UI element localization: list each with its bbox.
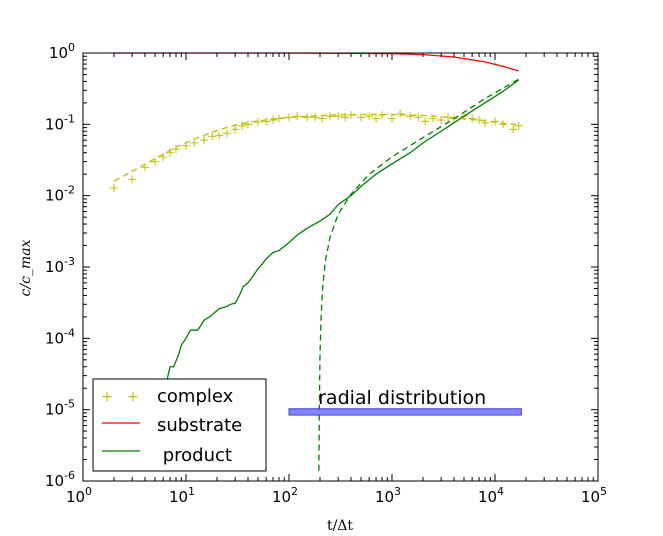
series-line-product-solid bbox=[153, 79, 520, 471]
data-point-complex bbox=[190, 138, 199, 147]
series-line-complex-dashed bbox=[113, 113, 519, 182]
x-axis-label-text: t/Δt bbox=[327, 518, 353, 534]
x-axis-label: t/Δt bbox=[327, 518, 353, 534]
radial-distribution-band bbox=[288, 408, 522, 416]
data-point-complex bbox=[514, 121, 523, 130]
y-tick-label: 10-2 bbox=[45, 184, 75, 205]
data-point-complex bbox=[208, 132, 217, 141]
legend-label-substrate: substrate bbox=[157, 415, 242, 436]
data-point-complex bbox=[414, 113, 423, 122]
series-complex-markers bbox=[110, 109, 523, 193]
legend-label-complex: complex bbox=[157, 386, 234, 407]
y-axis-label: c/c_max bbox=[18, 239, 34, 296]
legend-entry-complex: + + complex bbox=[101, 386, 233, 407]
data-point-complex bbox=[269, 116, 278, 125]
series-complex-dashed bbox=[113, 113, 519, 182]
legend-box bbox=[92, 378, 267, 472]
data-point-complex bbox=[231, 125, 240, 134]
data-point-complex bbox=[481, 118, 490, 127]
data-point-complex bbox=[215, 131, 224, 140]
y-tick-label: 10-5 bbox=[45, 398, 75, 419]
data-point-complex bbox=[396, 109, 405, 118]
x-tick-label: 103 bbox=[375, 485, 401, 506]
legend-marker-complex-2: + bbox=[127, 389, 139, 405]
x-tick-label: 101 bbox=[169, 485, 195, 506]
y-axis-label-text: c/c_max bbox=[18, 239, 34, 296]
data-point-complex bbox=[365, 112, 374, 121]
data-point-complex bbox=[311, 113, 320, 122]
legend-label-product: product bbox=[157, 445, 232, 466]
legend-marker-complex-1: + bbox=[101, 389, 113, 405]
data-point-complex bbox=[388, 114, 396, 123]
data-point-complex bbox=[468, 114, 477, 123]
x-tick-label: 105 bbox=[581, 485, 607, 506]
data-point-complex bbox=[325, 112, 334, 121]
y-tick-label: 100 bbox=[49, 41, 75, 62]
data-point-complex bbox=[372, 114, 381, 123]
x-tick-label: 104 bbox=[478, 485, 504, 506]
x-tick-label: 102 bbox=[272, 485, 298, 506]
legend-entry-substrate: substrate bbox=[102, 415, 242, 436]
data-point-complex bbox=[421, 117, 430, 126]
series-product-solid bbox=[153, 79, 520, 471]
data-point-complex bbox=[509, 125, 518, 134]
data-point-complex bbox=[110, 184, 119, 193]
data-point-complex bbox=[222, 129, 231, 138]
data-point-complex bbox=[200, 136, 209, 145]
data-point-complex bbox=[150, 157, 159, 166]
data-point-complex bbox=[293, 112, 302, 121]
legend: + + complex substrate product bbox=[92, 378, 267, 472]
y-tick-label: 10-4 bbox=[45, 326, 75, 347]
x-tick-label: 100 bbox=[66, 485, 92, 506]
data-point-complex bbox=[303, 113, 312, 122]
data-point-complex bbox=[159, 152, 168, 161]
y-tick-label: 10-1 bbox=[45, 112, 75, 133]
annotation-radial-distribution: radial distribution bbox=[318, 387, 486, 409]
y-tick-label: 10-3 bbox=[45, 255, 75, 276]
data-point-complex bbox=[128, 175, 137, 184]
legend-entry-product: product bbox=[102, 445, 232, 466]
y-tick-label: 10-6 bbox=[45, 469, 75, 490]
data-point-complex bbox=[334, 112, 343, 121]
data-point-complex bbox=[262, 117, 271, 126]
ticks-layer bbox=[82, 52, 599, 482]
data-point-complex bbox=[244, 120, 253, 129]
data-point-complex bbox=[406, 112, 415, 121]
data-point-complex bbox=[499, 120, 508, 129]
